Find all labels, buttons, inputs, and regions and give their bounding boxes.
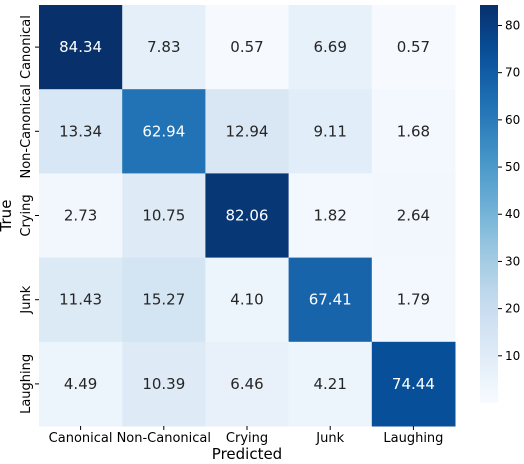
cell-value-label: 13.34: [59, 122, 102, 140]
cell-value-label: 0.57: [397, 38, 430, 56]
heatmap-cell: [371, 173, 456, 259]
cell-value-label: 67.41: [309, 291, 352, 309]
heatmap-cell: [205, 257, 290, 343]
x-tick-label: Laughing: [383, 431, 443, 446]
cell-value-label: 1.79: [397, 291, 430, 309]
heatmap-cell: [122, 341, 206, 427]
heatmap-cell: [371, 5, 456, 90]
heatmap-cell: [205, 89, 290, 174]
colorbar-tick-label: 60: [505, 113, 520, 127]
heatmap-cell: [39, 341, 123, 427]
heatmap-cells: 84.34 7.83 0.57 6.69 0.57 13.34 62.94 12.94 9.11…: [39, 5, 456, 427]
y-tick-label: Crying: [19, 194, 34, 236]
heatmap-cell: [122, 5, 206, 90]
y-tick-label: Non-Canonical: [19, 84, 34, 178]
x-tick-label: Non-Canonical: [117, 431, 211, 446]
cell-value-label: 6.46: [230, 375, 263, 393]
cell-value-label: 9.11: [313, 122, 346, 140]
colorbar-tick-label: 40: [505, 207, 520, 221]
cell-value-label: 11.43: [59, 291, 102, 309]
cell-value-label: 2.73: [64, 207, 97, 225]
colorbar: 10 20 30 40 50 60 70 80: [480, 5, 520, 403]
heatmap-cell: [371, 341, 456, 427]
heatmap-cell: [288, 257, 373, 343]
colorbar-gradient: [480, 5, 498, 403]
cell-value-label: 62.94: [142, 122, 185, 140]
heatmap-cell: [371, 257, 456, 343]
heatmap-cell: [39, 173, 123, 259]
cell-value-label: 4.10: [230, 291, 263, 309]
heatmap-cell: [205, 173, 290, 259]
heatmap-cell: [39, 257, 123, 343]
cell-value-label: 1.82: [313, 207, 346, 225]
cell-value-label: 84.34: [59, 38, 102, 56]
axis-ticks: Canonical Non-Canonical Crying Junk Laughing…: [19, 15, 443, 446]
heatmap-cell: [122, 257, 206, 343]
y-tick-label: Canonical: [19, 15, 34, 79]
cell-value-label: 12.94: [226, 122, 269, 140]
heatmap-cell: [39, 5, 123, 90]
x-axis-label: Predicted: [212, 445, 282, 463]
heatmap-cell: [288, 341, 373, 427]
cell-value-label: 15.27: [142, 291, 185, 309]
heatmap-cell: [122, 89, 206, 174]
cell-value-label: 0.57: [230, 38, 263, 56]
colorbar-tick-label: 50: [505, 160, 520, 174]
colorbar-tick-label: 30: [505, 254, 520, 268]
cell-value-label: 10.39: [142, 375, 185, 393]
cell-value-label: 82.06: [226, 207, 269, 225]
x-tick-label: Canonical: [49, 431, 113, 446]
cell-value-label: 4.21: [313, 375, 346, 393]
colorbar-tick-label: 10: [505, 349, 520, 363]
cell-value-label: 4.49: [64, 375, 97, 393]
y-tick-label: Laughing: [19, 354, 34, 414]
heatmap-cell: [371, 89, 456, 174]
cell-value-label: 1.68: [397, 122, 430, 140]
cell-value-label: 10.75: [142, 207, 185, 225]
heatmap-cell: [205, 5, 290, 90]
heatmap-cell: [122, 173, 206, 259]
heatmap-cell: [288, 173, 373, 259]
heatmap-cell: [288, 5, 373, 90]
heatmap-cell: [288, 89, 373, 174]
heatmap-cell: [39, 89, 123, 174]
y-tick-label: Junk: [19, 285, 34, 314]
cell-value-label: 2.64: [397, 207, 430, 225]
cell-value-label: 7.83: [147, 38, 180, 56]
x-tick-label: Crying: [226, 431, 268, 446]
colorbar-tick-label: 70: [505, 66, 520, 80]
heatmap-cell: [205, 341, 290, 427]
colorbar-tick-label: 20: [505, 302, 520, 316]
y-axis-label: True: [0, 200, 15, 233]
colorbar-tick-label: 80: [505, 18, 520, 32]
x-tick-label: Junk: [315, 431, 344, 446]
cell-value-label: 6.69: [313, 38, 346, 56]
cell-value-label: 74.44: [392, 375, 435, 393]
